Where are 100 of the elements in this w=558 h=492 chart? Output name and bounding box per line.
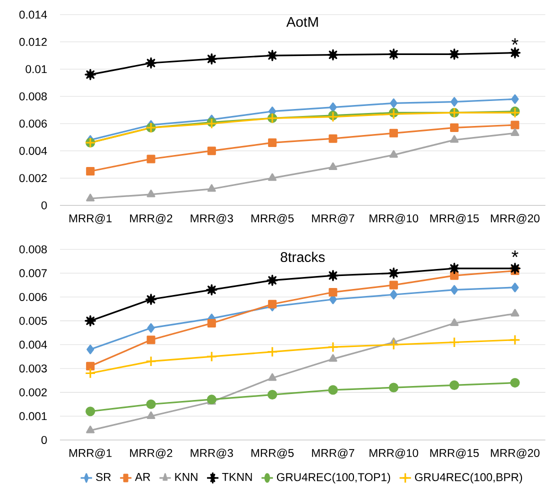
y-tick-label: 0.001 bbox=[19, 412, 47, 420]
point bbox=[328, 342, 338, 353]
point bbox=[206, 394, 216, 404]
point bbox=[207, 146, 216, 156]
y-tick-label: 0.012 bbox=[19, 38, 47, 46]
point bbox=[450, 123, 459, 132]
point bbox=[268, 373, 277, 381]
point bbox=[448, 336, 460, 348]
point bbox=[146, 356, 156, 367]
point bbox=[84, 368, 96, 379]
y-tick-label: 0.002 bbox=[19, 174, 47, 182]
point bbox=[510, 334, 520, 346]
point bbox=[327, 49, 339, 60]
point bbox=[147, 323, 155, 333]
point bbox=[389, 128, 398, 138]
point bbox=[86, 426, 95, 434]
legend-label: AR bbox=[134, 473, 150, 481]
point bbox=[268, 173, 277, 181]
point bbox=[328, 162, 338, 170]
legend-label: GRU4REC(100,TOP1) bbox=[276, 472, 390, 484]
point bbox=[450, 97, 458, 107]
point bbox=[389, 280, 398, 290]
y-tick-label: 0.003 bbox=[19, 364, 47, 372]
x-tick-label: MRR@10 bbox=[370, 214, 418, 224]
point bbox=[511, 94, 519, 104]
point bbox=[388, 48, 400, 60]
x-tick-label: MRR@3 bbox=[190, 214, 233, 224]
x-tick-label: MRR@7 bbox=[312, 214, 354, 224]
point bbox=[145, 57, 157, 69]
legend-label: SR bbox=[96, 473, 111, 482]
point bbox=[206, 284, 218, 296]
point bbox=[510, 378, 520, 388]
point bbox=[328, 134, 338, 143]
point bbox=[510, 308, 520, 316]
point bbox=[390, 290, 398, 300]
point bbox=[450, 380, 460, 390]
point bbox=[146, 190, 156, 198]
point bbox=[328, 354, 338, 362]
point bbox=[206, 351, 218, 362]
x-tick-label: MRR@1 bbox=[69, 448, 112, 458]
y-tick-label: 0.002 bbox=[19, 388, 47, 396]
point bbox=[84, 68, 96, 80]
chart-title: 8tracks bbox=[280, 252, 325, 262]
y-tick-label: 0.006 bbox=[19, 120, 47, 128]
point bbox=[146, 336, 156, 344]
point bbox=[450, 285, 458, 295]
x-tick-label: MRR@20 bbox=[490, 214, 540, 224]
x-tick-label: MRR@5 bbox=[251, 214, 294, 224]
annotation: * bbox=[512, 38, 518, 45]
y-tick-label: 0 bbox=[41, 436, 47, 444]
point bbox=[327, 270, 339, 282]
point bbox=[207, 184, 216, 192]
point bbox=[450, 271, 459, 280]
y-tick-label: 0.014 bbox=[19, 10, 47, 19]
point bbox=[86, 194, 95, 202]
point bbox=[146, 399, 156, 410]
legend-label: TKNN bbox=[222, 473, 252, 481]
point bbox=[388, 382, 398, 392]
point bbox=[389, 150, 398, 158]
point bbox=[86, 406, 96, 416]
x-tick-label: MRR@1 bbox=[69, 214, 112, 224]
point bbox=[328, 288, 338, 296]
point bbox=[268, 390, 278, 400]
x-tick-label: MRR@20 bbox=[490, 448, 540, 458]
x-tick-label: MRR@2 bbox=[130, 214, 172, 224]
point bbox=[448, 262, 460, 274]
point bbox=[86, 362, 95, 370]
y-tick-label: 0.004 bbox=[19, 146, 47, 155]
annotation: * bbox=[512, 250, 518, 258]
point bbox=[86, 344, 94, 354]
y-tick-label: 0.006 bbox=[19, 292, 47, 301]
y-tick-label: 0 bbox=[41, 201, 47, 210]
x-tick-label: MRR@7 bbox=[312, 448, 354, 458]
x-tick-label: MRR@3 bbox=[190, 448, 233, 458]
point bbox=[511, 282, 519, 292]
point bbox=[268, 138, 277, 147]
y-tick-label: 0.004 bbox=[19, 340, 47, 349]
point bbox=[388, 339, 400, 350]
legend-label: KNN bbox=[175, 473, 198, 481]
x-tick-label: MRR@15 bbox=[430, 214, 479, 224]
point bbox=[146, 154, 156, 164]
point bbox=[206, 53, 218, 65]
y-tick-label: 0.008 bbox=[19, 245, 47, 254]
point bbox=[84, 315, 96, 326]
point bbox=[268, 300, 277, 308]
point bbox=[266, 50, 278, 62]
legend-label: GRU4REC(100,BPR) bbox=[415, 472, 522, 484]
point bbox=[207, 318, 216, 328]
point bbox=[86, 167, 95, 176]
point bbox=[329, 102, 337, 112]
point bbox=[146, 411, 156, 419]
point bbox=[509, 262, 521, 274]
y-tick-label: 0.01 bbox=[26, 65, 47, 74]
point bbox=[448, 48, 460, 60]
point bbox=[509, 47, 521, 58]
x-tick-label: MRR@10 bbox=[370, 448, 418, 458]
point bbox=[390, 98, 398, 108]
y-tick-label: 0.007 bbox=[19, 269, 47, 278]
point bbox=[266, 346, 278, 358]
point bbox=[145, 294, 157, 305]
